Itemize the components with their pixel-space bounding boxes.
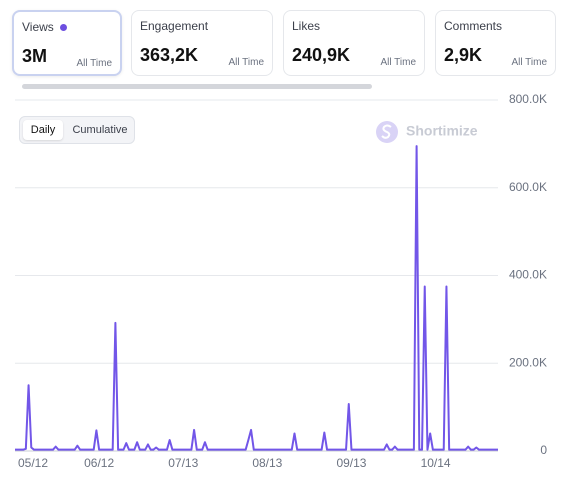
x-tick-label: 09/13 [336,456,366,470]
series-line [15,145,498,451]
card-value: 2,9K [444,45,483,65]
x-tick-label: 06/12 [84,456,114,470]
watermark-text: Shortimize [406,123,478,139]
card-period: All Time [228,57,264,68]
y-tick-label: 800.0K [509,92,547,106]
y-tick-label: 400.0K [509,268,547,282]
x-tick-label: 05/12 [18,456,48,470]
card-value: 3M [22,46,48,66]
tab-cumulative[interactable]: Cumulative [72,124,128,136]
x-tick-label: 07/13 [168,456,198,470]
x-tick-label: 10/14 [421,456,451,470]
card-title: Engagement [140,19,209,33]
y-tick-label: 200.0K [509,355,547,369]
tab-group: Daily Cumulative [19,116,135,144]
card-title-text: Views [22,20,54,34]
comments-card[interactable]: Comments 2,9K All Time [435,10,556,76]
card-value: 363,2K [140,45,199,65]
card-period: All Time [380,57,416,68]
watermark: Shortimize [376,121,478,143]
engagement-card[interactable]: Engagement 363,2K All Time [131,10,273,76]
card-title: Comments [444,19,503,33]
card-title: Likes [292,19,321,33]
card-period: All Time [511,57,547,68]
card-title: Views [22,20,67,34]
y-tick-label: 0 [540,443,547,457]
watermark-icon-s [381,124,392,139]
card-period: All Time [76,58,112,69]
active-dot [59,24,67,32]
views-card[interactable]: Views 3M All Time [12,10,122,76]
tab-daily[interactable]: Daily [23,120,63,140]
x-tick-label: 08/13 [252,456,282,470]
y-tick-label: 600.0K [509,180,547,194]
likes-card[interactable]: Likes 240,9K All Time [283,10,425,76]
watermark-icon [376,121,398,143]
scrollbar[interactable] [22,84,372,89]
card-value: 240,9K [292,45,351,65]
